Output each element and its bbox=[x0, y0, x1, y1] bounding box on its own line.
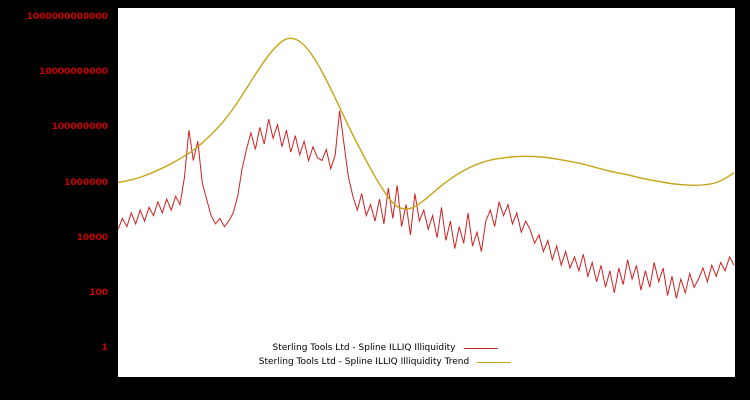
y-tick-label: 10000000000 bbox=[39, 67, 108, 78]
legend: Sterling Tools Ltd - Spline ILLIQ Illiqu… bbox=[254, 341, 516, 369]
legend-line-swatch-red bbox=[463, 347, 498, 349]
y-tick-label: 1000000 bbox=[64, 177, 108, 188]
trend-line bbox=[117, 37, 735, 210]
legend-item-illiquidity: Sterling Tools Ltd - Spline ILLIQ Illiqu… bbox=[268, 341, 502, 355]
y-tick-label: 1000000000000 bbox=[26, 12, 108, 23]
y-tick-label: 100 bbox=[89, 287, 108, 298]
y-tick-label: 10000 bbox=[76, 232, 108, 243]
illiquidity-line bbox=[117, 110, 735, 299]
y-axis-labels: 1000000000000 10000000000 100000000 1000000… bbox=[0, 0, 112, 400]
y-tick-label: 100000000 bbox=[51, 122, 108, 133]
legend-label-illiquidity: Sterling Tools Ltd - Spline ILLIQ Illiqu… bbox=[272, 343, 456, 353]
y-tick-label: 1 bbox=[101, 343, 108, 353]
legend-line-swatch-yellow bbox=[477, 361, 512, 363]
legend-item-trend: Sterling Tools Ltd - Spline ILLIQ Illiqu… bbox=[254, 355, 516, 369]
legend-label-trend: Sterling Tools Ltd - Spline ILLIQ Illiqu… bbox=[258, 357, 470, 367]
plot-area bbox=[118, 8, 735, 377]
